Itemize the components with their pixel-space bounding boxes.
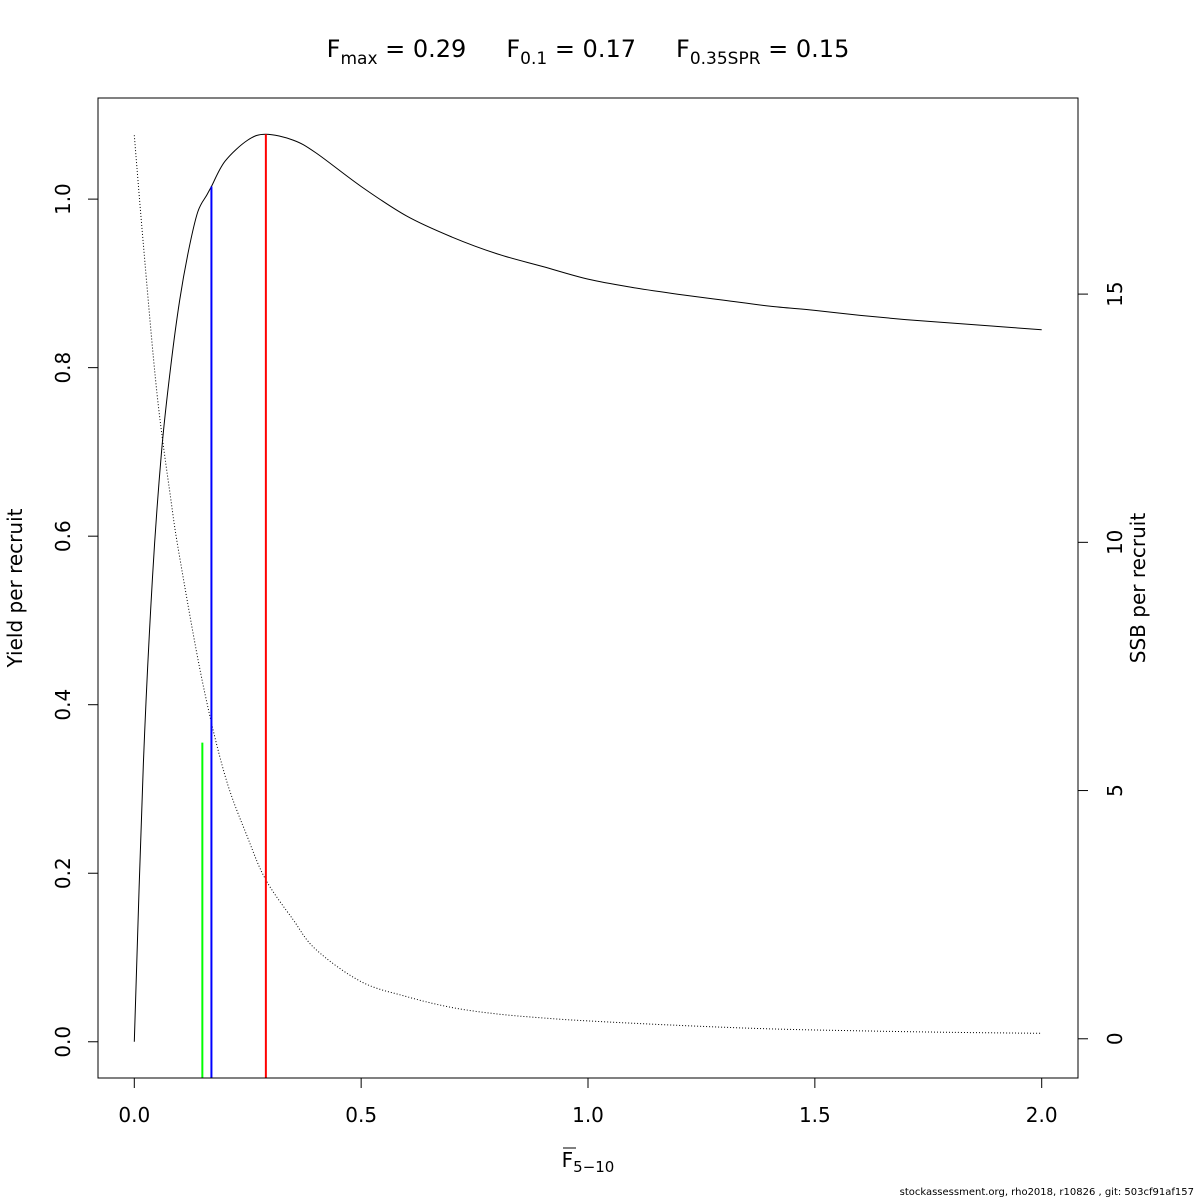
x-tick-label: 1.0 [572,1103,604,1127]
footer-credit: stockassessment.org, rho2018, r10826 , g… [899,1187,1194,1198]
x-tick-label: 2.0 [1026,1103,1058,1127]
y-right-tick-label: 10 [1103,530,1127,555]
title-fmax-base: F [327,35,341,63]
y-axis-left-label: Yield per recruit [3,508,27,668]
title-fspr-base: F [676,35,690,63]
title-f01-sub: 0.1 [520,49,547,69]
y-right-tick-label: 0 [1103,1032,1127,1045]
reference-lines-group [201,134,267,1078]
y-left-tick-label: 0.4 [51,689,75,721]
title-fspr-value: = 0.15 [761,35,850,63]
y-left-tick-label: 1.0 [51,183,75,215]
ssb-per-recruit-curve [133,135,1042,1034]
x-axis-label-base: F [562,1148,574,1172]
y-left-tick-label: 0.2 [51,857,75,889]
x-axis: 0.0 0.5 1.0 1.5 2.0 [118,1077,1058,1127]
title-f01-base: F [506,35,520,63]
title-fspr-sub: 0.35SPR [690,49,761,69]
data-series-group [133,133,1042,1042]
y-axis-left: 0.0 0.2 0.4 0.6 0.8 1.0 [51,183,98,1058]
x-tick-label: 1.5 [799,1103,831,1127]
x-tick-label: 0.5 [345,1103,377,1127]
title-f01-value: = 0.17 [547,35,636,63]
x-axis-label-sub: 5−10 [573,1158,614,1176]
y-right-tick-label: 5 [1103,784,1127,797]
y-left-tick-label: 0.6 [51,520,75,552]
y-left-tick-label: 0.0 [51,1026,75,1058]
y-right-tick-label: 15 [1103,281,1127,306]
y-axis-right: 0 5 10 15 [1078,281,1127,1045]
y-axis-right-label: SSB per recruit [1126,513,1150,664]
x-axis-label: F5−10 [562,1148,615,1176]
title-fmax-sub: max [340,49,377,69]
chart-title: Fmax = 0.29 F0.1 = 0.17 F0.35SPR = 0.15 [327,35,850,69]
y-left-tick-label: 0.8 [51,352,75,384]
yield-per-recruit-curve [133,133,1042,1042]
plot-frame [97,97,1079,1079]
x-tick-label: 0.0 [118,1103,150,1127]
title-fmax-value: = 0.29 [378,35,467,63]
